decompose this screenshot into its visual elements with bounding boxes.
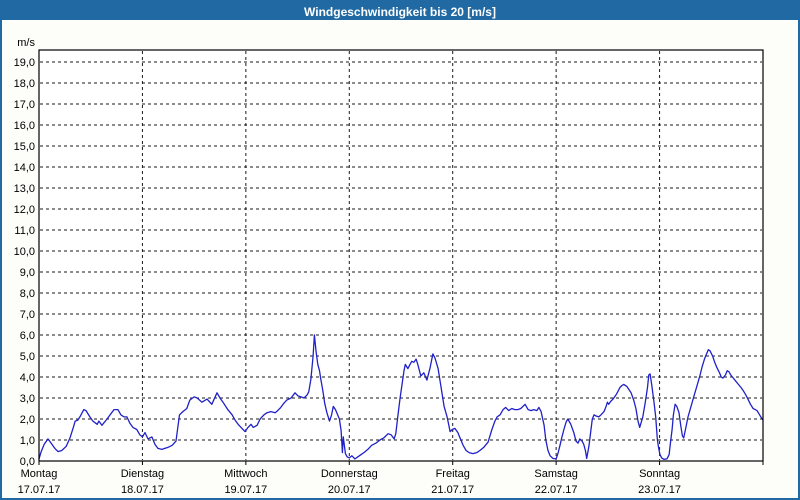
y-tick-label: 0,0	[20, 456, 35, 468]
title-bar	[2, 2, 798, 20]
chart-title: Windgeschwindigkeit bis 20 [m/s]	[304, 5, 496, 19]
x-day-label: Mittwoch	[224, 468, 267, 480]
x-day-label: Dienstag	[121, 468, 164, 480]
x-day-label: Samstag	[534, 468, 577, 480]
y-tick-label: 12,0	[14, 204, 35, 216]
y-tick-label: 7,0	[20, 309, 35, 321]
y-tick-label: 2,0	[20, 414, 35, 426]
x-date-label: 19.07.17	[224, 484, 267, 496]
y-tick-label: 15,0	[14, 141, 35, 153]
y-axis-unit-label: m/s	[17, 37, 35, 49]
y-tick-label: 17,0	[14, 99, 35, 111]
y-axis-labels: 0,0 1,0 2,0 3,0 4,0 5,0 6,0 7,0 8,0 9,0 10,0 11,0 12…	[14, 57, 35, 468]
x-date-label: 20.07.17	[328, 484, 371, 496]
y-tick-label: 14,0	[14, 162, 35, 174]
x-date-label: 21.07.17	[431, 484, 474, 496]
y-tick-label: 19,0	[14, 57, 35, 69]
y-tick-label: 3,0	[20, 393, 35, 405]
x-date-label: 22.07.17	[535, 484, 578, 496]
x-date-label: 23.07.17	[638, 484, 681, 496]
x-date-label: 18.07.17	[121, 484, 164, 496]
x-axis-ticks	[38, 461, 764, 465]
y-tick-label: 18,0	[14, 78, 35, 90]
y-tick-label: 5,0	[20, 351, 35, 363]
x-day-label: Freitag	[436, 468, 470, 480]
y-tick-label: 9,0	[20, 267, 35, 279]
plot-border	[38, 49, 764, 462]
y-tick-label: 16,0	[14, 120, 35, 132]
x-date-label: 17.07.17	[18, 484, 61, 496]
horizontal-gridlines	[40, 61, 762, 441]
x-day-label: Sonntag	[639, 468, 680, 480]
plot-background	[39, 50, 763, 461]
vertical-gridlines	[141, 51, 661, 460]
wind-speed-line	[38, 334, 764, 460]
x-day-label: Montag	[21, 468, 58, 480]
y-tick-label: 13,0	[14, 183, 35, 195]
y-tick-label: 1,0	[20, 435, 35, 447]
x-axis-labels: Montag 17.07.17 Dienstag 18.07.17 Mittwoch 19…	[18, 468, 681, 496]
y-tick-label: 10,0	[14, 246, 35, 258]
x-day-label: Donnerstag	[321, 468, 378, 480]
data-series	[38, 334, 764, 460]
y-tick-label: 8,0	[20, 288, 35, 300]
y-tick-label: 11,0	[14, 225, 35, 237]
y-tick-label: 6,0	[20, 330, 35, 342]
y-tick-label: 4,0	[20, 372, 35, 384]
